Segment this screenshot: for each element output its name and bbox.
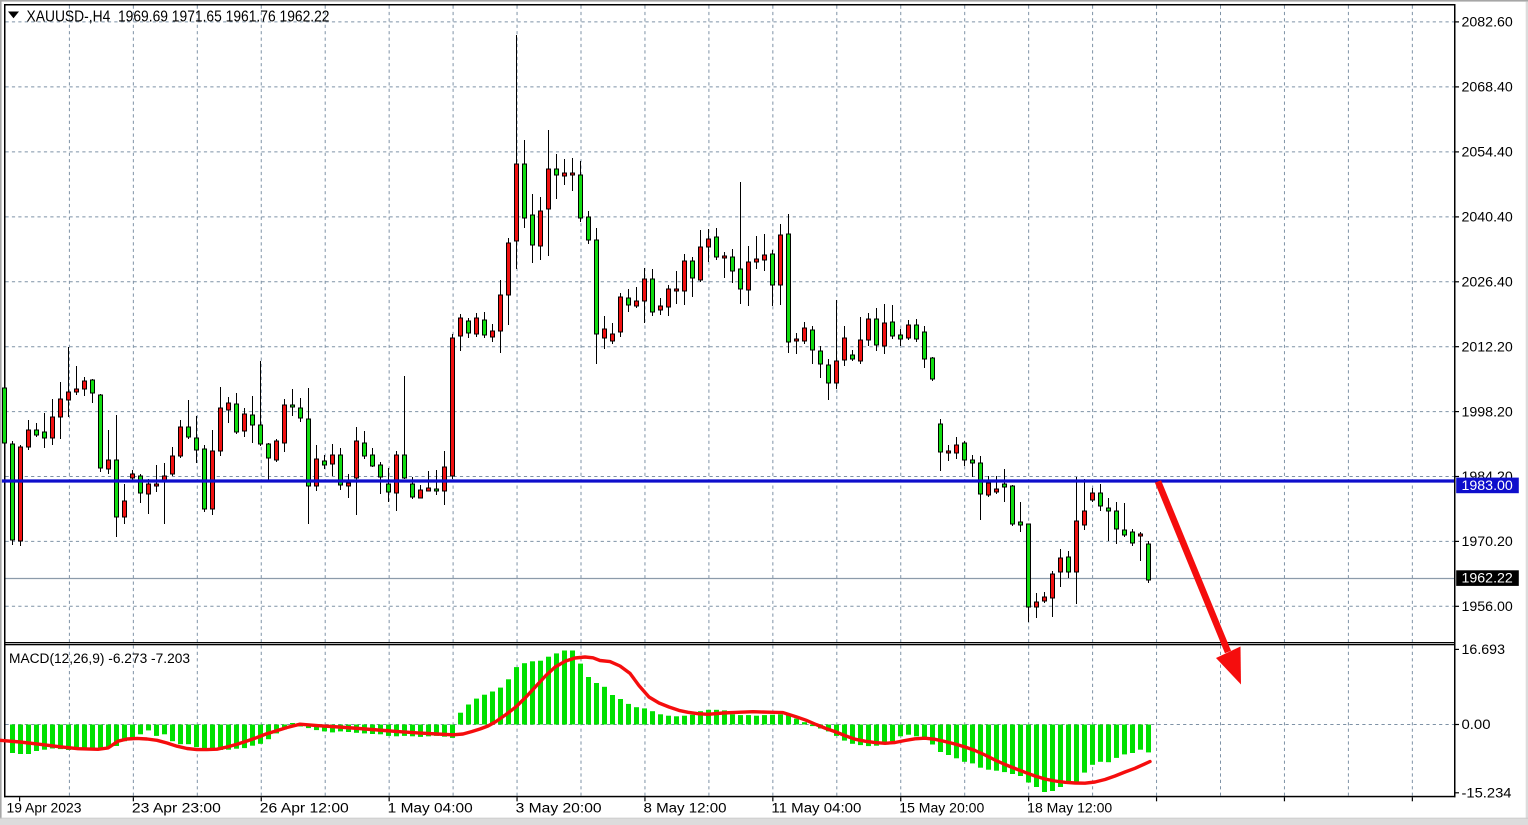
svg-text:15 May 20:00: 15 May 20:00 [899,801,984,816]
svg-text:26 Apr 12:00: 26 Apr 12:00 [260,801,349,816]
svg-text:2054.40: 2054.40 [1462,145,1513,160]
svg-text:11 May 04:00: 11 May 04:00 [771,801,861,816]
svg-text:23 Apr 23:00: 23 Apr 23:00 [132,801,221,816]
svg-text:2012.20: 2012.20 [1462,339,1513,354]
svg-text:-15.234: -15.234 [1462,786,1513,801]
svg-text:1970.20: 1970.20 [1462,534,1513,549]
svg-text:2068.40: 2068.40 [1462,80,1513,95]
svg-text:XAUUSD-,H4 1969.69 1971.65 19: XAUUSD-,H4 1969.69 1971.65 1961.76 1962.… [27,9,330,26]
svg-text:2040.40: 2040.40 [1462,210,1513,225]
svg-text:2082.60: 2082.60 [1462,15,1513,30]
svg-text:1962.22: 1962.22 [1462,571,1513,586]
svg-text:1983.00: 1983.00 [1462,478,1513,493]
svg-text:1 May 04:00: 1 May 04:00 [388,801,473,816]
svg-text:1956.00: 1956.00 [1462,599,1513,614]
svg-text:16.693: 16.693 [1462,642,1506,657]
svg-text:2026.40: 2026.40 [1462,275,1513,290]
svg-text:3 May 20:00: 3 May 20:00 [516,801,602,816]
svg-text:MACD(12,26,9) -6.273 -7.203: MACD(12,26,9) -6.273 -7.203 [9,651,190,666]
svg-text:8 May 12:00: 8 May 12:00 [644,801,727,816]
svg-text:1998.20: 1998.20 [1462,404,1513,419]
svg-text:19 Apr 2023: 19 Apr 2023 [7,801,82,816]
svg-text:18 May 12:00: 18 May 12:00 [1027,801,1112,816]
svg-text:0.00: 0.00 [1462,717,1491,732]
